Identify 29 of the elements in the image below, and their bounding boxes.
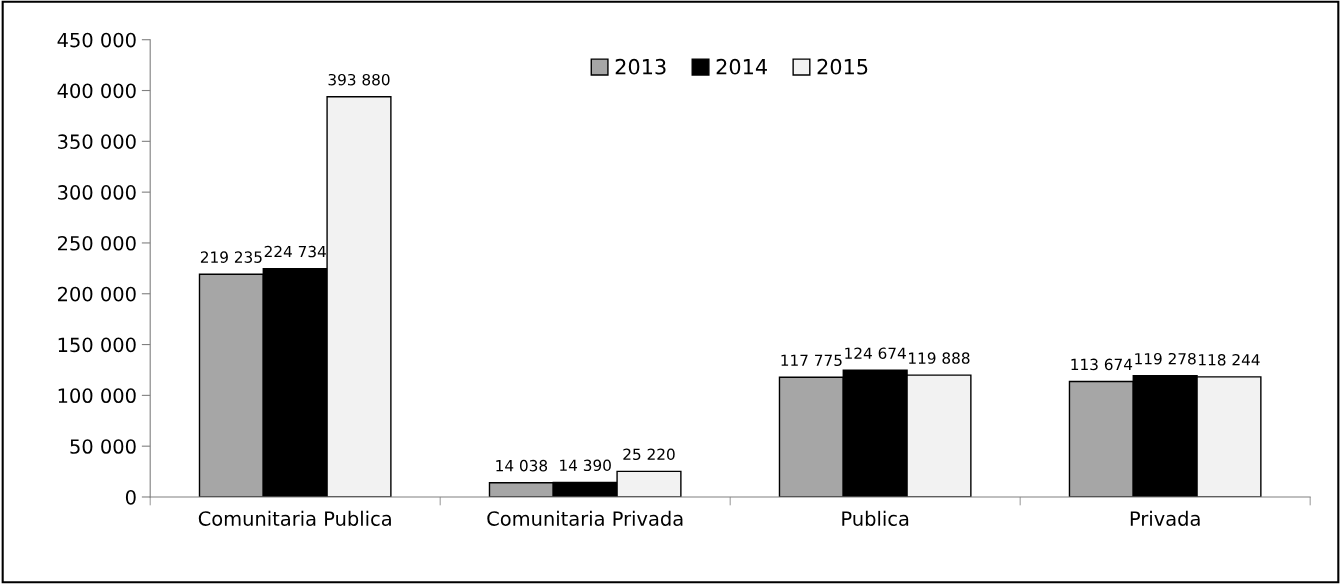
- y-tick-label: 200 000: [58, 286, 136, 302]
- data-label: 25 220: [623, 448, 675, 461]
- data-label: 393 880: [328, 73, 390, 86]
- y-tick-label: 400 000: [57, 83, 136, 99]
- data-label: 118 244: [1199, 353, 1260, 366]
- data-label: 14 390: [560, 459, 611, 472]
- data-label: 14 038: [496, 459, 548, 472]
- y-tick-label: 300 000: [58, 185, 136, 200]
- y-tick-label: 350 000: [58, 134, 136, 149]
- y-tick-label: 50 000: [70, 439, 136, 454]
- data-label: 219 235: [200, 251, 262, 263]
- y-tick-label: 100 000: [58, 388, 136, 404]
- y-tick-label: 150 000: [58, 337, 136, 353]
- x-tick-label: Comunitaria Privada: [487, 510, 683, 526]
- y-tick-label: 0: [125, 489, 136, 505]
- x-tick-label: Publica: [842, 510, 909, 526]
- data-label: 113 674: [1071, 358, 1133, 371]
- x-tick-label: Privada: [1130, 510, 1200, 526]
- data-label: 117 775: [781, 354, 842, 367]
- legend-label: 2014: [716, 58, 767, 75]
- legend-label: 2015: [817, 58, 868, 75]
- data-label: 119 888: [909, 352, 970, 364]
- y-tick-label: 450 000: [57, 32, 136, 48]
- data-label: 119 278: [1135, 352, 1196, 365]
- data-label: 224 734: [264, 245, 326, 258]
- y-tick-label: 250 000: [58, 235, 136, 251]
- legend-label: 2013: [615, 58, 666, 75]
- data-label: 124 674: [845, 347, 906, 359]
- x-tick-label: Comunitaria Publica: [198, 510, 391, 526]
